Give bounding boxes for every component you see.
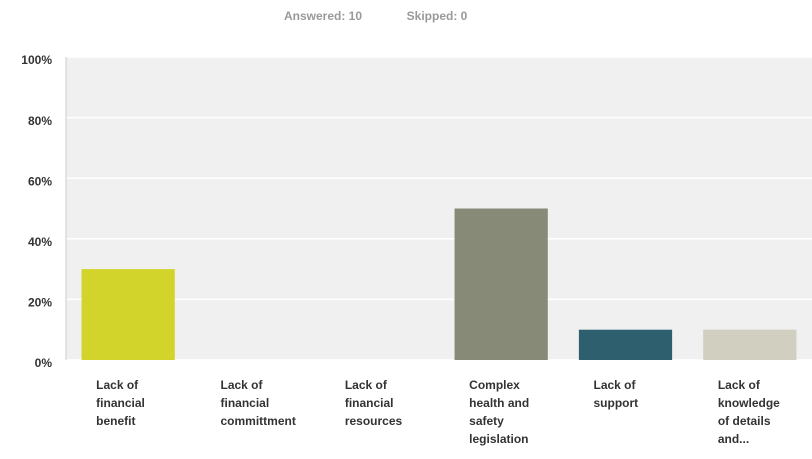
x-tick-label: Lack of financial resources	[344, 378, 403, 428]
y-tick-label: 60%	[28, 174, 52, 188]
bar	[578, 329, 673, 360]
x-tick-label: Lack of knowledge of details and...	[717, 378, 780, 446]
bar	[454, 208, 548, 360]
x-tick-label: Lack of financial benefit	[96, 378, 145, 428]
y-tick-label: 20%	[28, 296, 52, 310]
skipped: Skipped: 0	[407, 9, 468, 23]
x-tick-label: Lack of financial committment	[220, 378, 296, 428]
x-tick-label: Lack of support	[593, 378, 639, 410]
y-tick-label: 100%	[21, 53, 52, 67]
bar	[81, 269, 175, 360]
bar	[703, 329, 797, 360]
plot-area	[66, 57, 812, 360]
x-tick-label: Complex health and safety legislation	[469, 378, 530, 446]
y-tick-label: 0%	[35, 356, 53, 370]
y-tick-label: 40%	[28, 235, 52, 249]
answered: Answered: 10	[284, 9, 362, 23]
y-tick-label: 80%	[28, 114, 52, 128]
